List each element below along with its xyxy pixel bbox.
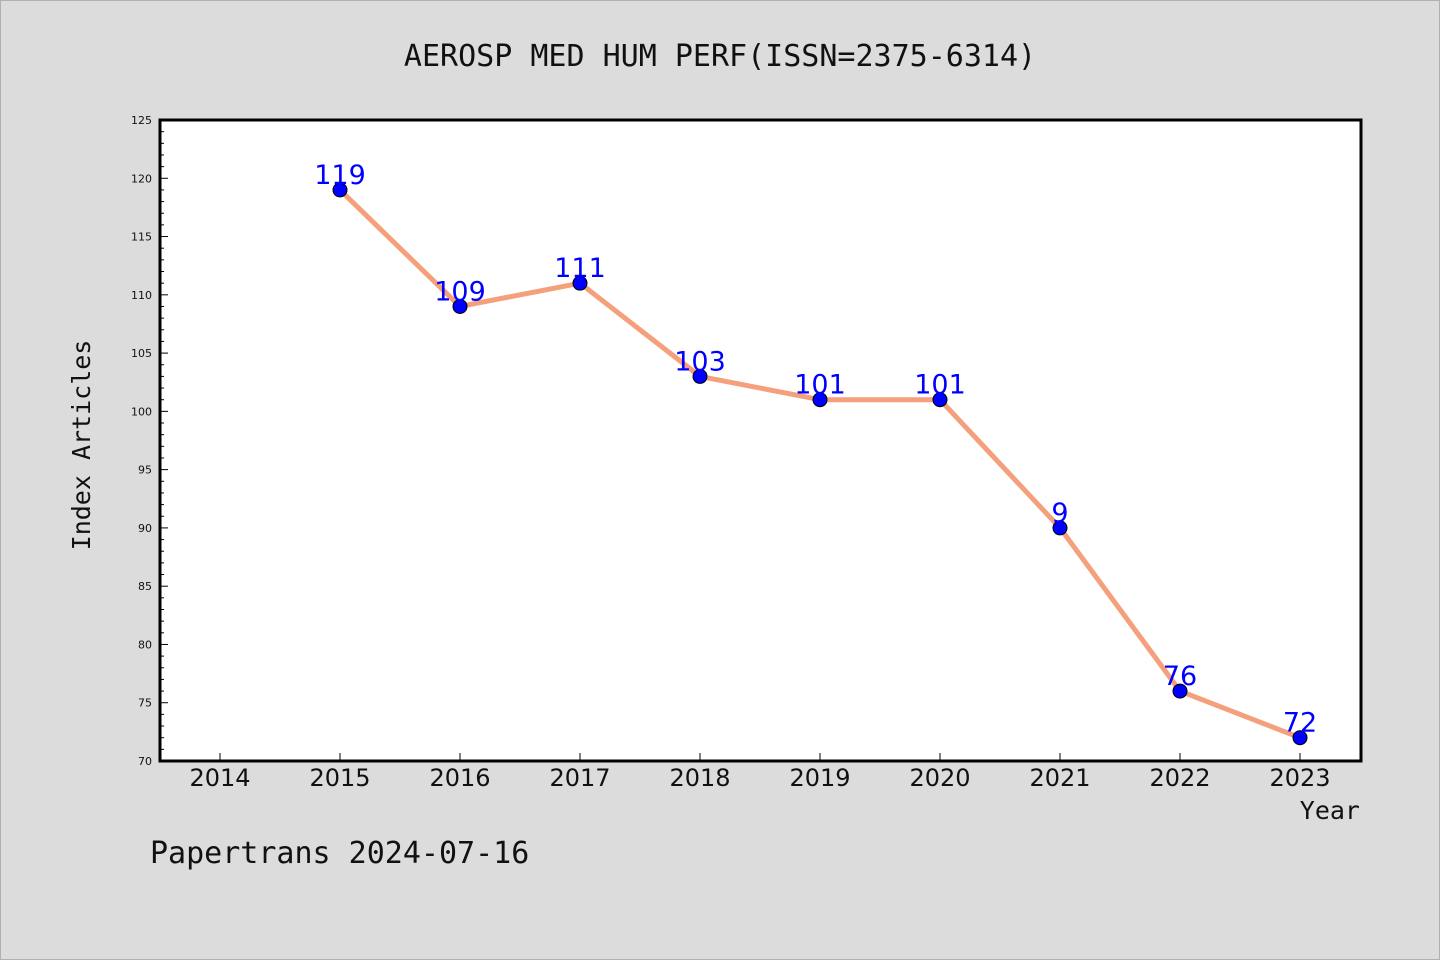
y-tick-label: 90 xyxy=(138,522,152,535)
data-label: 101 xyxy=(914,370,966,401)
x-tick-label: 2015 xyxy=(309,764,370,792)
data-label: 111 xyxy=(554,253,606,284)
footer-watermark: Papertrans 2024-07-16 xyxy=(150,836,529,871)
data-point xyxy=(1052,520,1068,536)
x-tick-label: 2023 xyxy=(1269,764,1330,792)
x-tick-label: 2018 xyxy=(669,764,730,792)
y-tick-label: 100 xyxy=(131,405,152,418)
data-point xyxy=(1292,730,1308,746)
series-index-articles: 119 109 111 103 101 101 9 76 72 xyxy=(314,160,1317,746)
data-point xyxy=(932,392,948,408)
x-axis-label: Year xyxy=(1300,796,1360,825)
data-label: 101 xyxy=(794,370,846,401)
x-tick-label: 2017 xyxy=(549,764,610,792)
x-axis: 2014 2015 2016 2017 2018 2019 2020 2021 2022 2023 xyxy=(189,753,1331,792)
y-tick-label: 115 xyxy=(131,231,152,244)
y-tick-label: 70 xyxy=(138,755,152,768)
x-tick-label: 2022 xyxy=(1149,764,1210,792)
data-point xyxy=(812,392,828,408)
data-label: 119 xyxy=(314,160,366,191)
data-label: 9 xyxy=(1051,498,1068,529)
y-tick-label: 95 xyxy=(138,464,152,477)
data-point xyxy=(1172,683,1188,699)
x-tick-label: 2021 xyxy=(1029,764,1090,792)
x-tick-label: 2020 xyxy=(909,764,970,792)
data-point xyxy=(692,368,708,384)
y-tick-label: 110 xyxy=(131,289,152,302)
x-tick-label: 2019 xyxy=(789,764,850,792)
data-label: 103 xyxy=(674,346,726,377)
y-tick-label: 75 xyxy=(138,697,152,710)
plot-area xyxy=(158,118,1363,763)
data-point xyxy=(452,298,468,314)
y-axis: 70 75 80 85 90 95 100 105 110 115 120 125 xyxy=(131,114,168,768)
data-label: 76 xyxy=(1163,661,1197,692)
y-tick-label: 105 xyxy=(131,347,152,360)
data-label: 109 xyxy=(434,276,486,307)
data-point xyxy=(572,275,588,291)
x-tick-label: 2014 xyxy=(189,764,250,792)
data-label: 72 xyxy=(1283,708,1317,739)
chart-title: AEROSP MED HUM PERF(ISSN=2375-6314) xyxy=(404,39,1036,74)
x-tick-label: 2016 xyxy=(429,764,490,792)
y-tick-label: 80 xyxy=(138,638,152,651)
y-tick-label: 125 xyxy=(131,114,152,127)
y-tick-label: 85 xyxy=(138,580,152,593)
y-axis-label: Index Articles xyxy=(67,340,96,551)
y-tick-label: 120 xyxy=(131,172,152,185)
data-point xyxy=(332,182,348,198)
